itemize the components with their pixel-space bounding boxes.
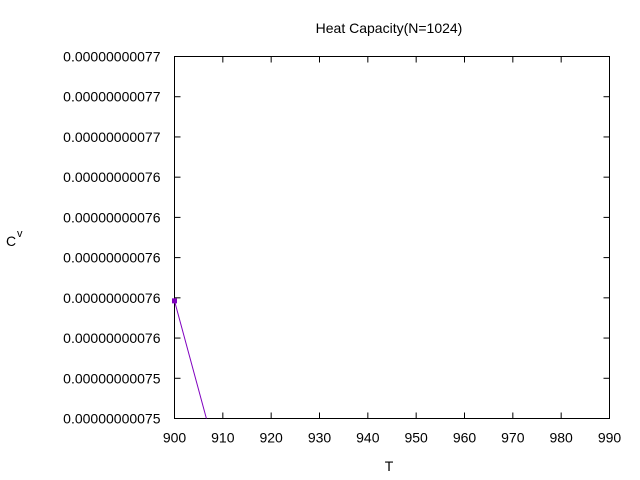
- plot-series: [172, 298, 207, 419]
- y-tick-label: 0.00000000076: [63, 290, 161, 306]
- y-tick-label: 0.00000000076: [63, 330, 161, 346]
- x-tick-label: 960: [453, 430, 477, 446]
- x-tick-label: 900: [163, 430, 187, 446]
- plot-border: [174, 56, 610, 419]
- x-tick-label: 990: [598, 430, 622, 446]
- y-tick-label: 0.00000000075: [63, 370, 161, 386]
- x-tick-label: 970: [501, 430, 525, 446]
- x-tick-label: 930: [308, 430, 332, 446]
- x-tick-label: 980: [549, 430, 573, 446]
- data-point-marker: [172, 298, 177, 304]
- y-axis: 0.00000000075 0.00000000075 0.00000000076 0…: [63, 49, 610, 427]
- y-tick-label: 0.00000000075: [63, 411, 161, 427]
- x-axis-label: T: [385, 458, 394, 474]
- y-axis-label-main: C: [6, 233, 16, 249]
- x-tick-label: 950: [404, 430, 428, 446]
- x-tick-label: 910: [211, 430, 235, 446]
- chart-title: Heat Capacity(N=1024): [316, 20, 463, 36]
- y-tick-label: 0.00000000076: [63, 250, 161, 266]
- x-axis: 900 910 920 930 940 950 960 970 980 990: [163, 56, 622, 446]
- x-tick-label: 920: [259, 430, 283, 446]
- x-tick-label: 940: [356, 430, 380, 446]
- y-tick-label: 0.00000000076: [63, 169, 161, 185]
- y-tick-label: 0.00000000077: [63, 49, 161, 65]
- y-tick-label: 0.00000000077: [63, 89, 161, 105]
- series-line: [174, 300, 207, 419]
- y-tick-label: 0.00000000076: [63, 209, 161, 225]
- y-tick-label: 0.00000000077: [63, 129, 161, 145]
- y-axis-label: C v: [6, 228, 23, 249]
- y-axis-label-sub: v: [17, 228, 23, 240]
